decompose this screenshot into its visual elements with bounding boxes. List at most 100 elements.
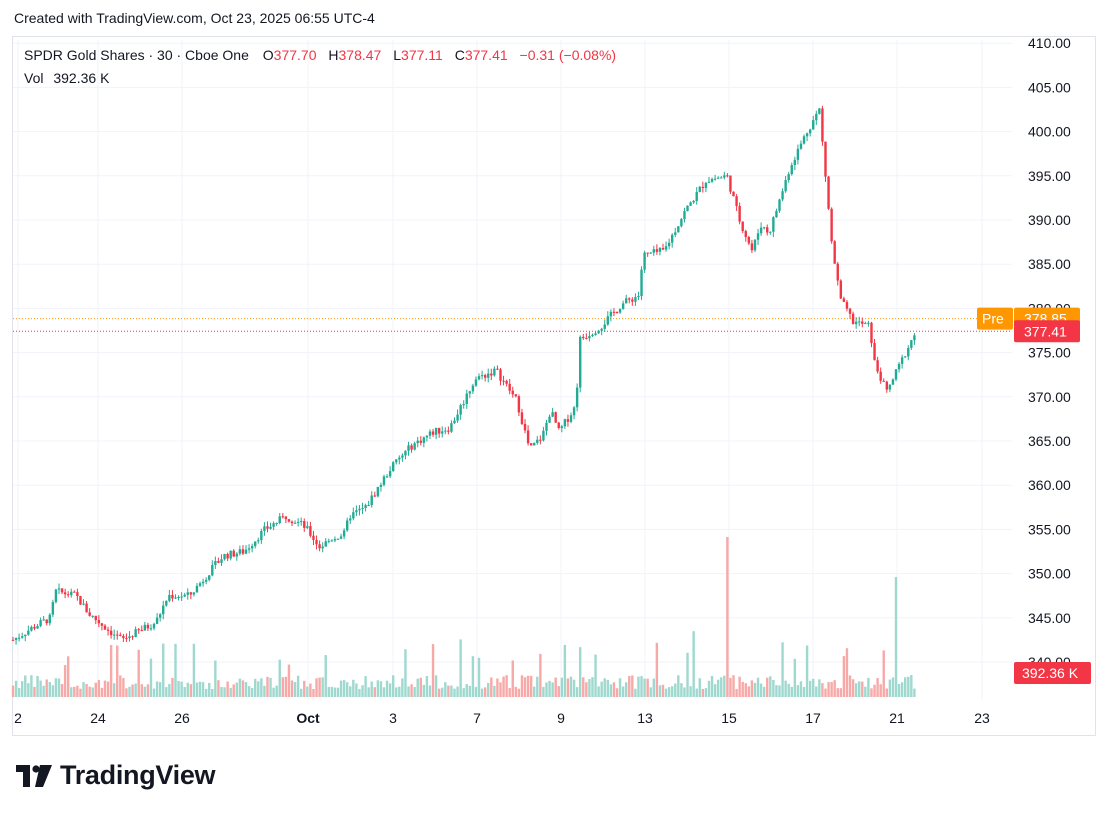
candle-body (315, 539, 318, 545)
candle-body (658, 248, 662, 252)
volume-bar (76, 685, 79, 697)
volume-bar (241, 680, 245, 697)
candle-body (677, 226, 680, 233)
candle-body (186, 592, 189, 595)
pre-market-badge (977, 307, 1013, 330)
candle-body (42, 619, 45, 621)
candle-body (845, 301, 849, 309)
pre-market-badge-label: Pre (982, 311, 1004, 327)
volume-bar (382, 687, 386, 697)
volume-bar (70, 687, 73, 697)
candle-body (597, 330, 600, 334)
volume-bar (667, 687, 671, 697)
y-tick-label: 400.00 (1028, 124, 1071, 140)
volume-bar (833, 680, 836, 697)
candle-body (900, 357, 904, 364)
candle-body (17, 637, 21, 639)
volume-bar (168, 684, 171, 697)
candle-body (30, 626, 33, 631)
candle-body (778, 199, 781, 211)
volume-bar (342, 680, 346, 697)
volume-bar (404, 649, 407, 697)
candle-body (14, 637, 18, 640)
volume-bar (848, 675, 852, 697)
volume-bar (11, 685, 15, 697)
candle-body (913, 335, 916, 341)
candle-body (254, 541, 257, 547)
volume-bar (493, 685, 496, 697)
volume-bar (836, 688, 839, 697)
open-label: O (262, 47, 274, 63)
volume-bar (710, 675, 714, 697)
candle-body (732, 191, 735, 197)
high-label: H (328, 47, 339, 63)
volume-bar (410, 684, 413, 697)
symbol-title[interactable]: SPDR Gold Shares · 30 · Cboe One (24, 47, 249, 63)
tradingview-logo[interactable]: TradingView (16, 760, 216, 791)
candle-body (560, 426, 564, 428)
volume-bar (42, 685, 45, 697)
candle-body (557, 422, 560, 428)
candle-body (848, 308, 852, 314)
close-label: C (454, 47, 465, 63)
volume-bar (741, 681, 744, 697)
volume-bar (873, 684, 876, 697)
volume-bar (496, 678, 499, 697)
volume-bar (579, 647, 582, 697)
volume-bar (171, 677, 174, 697)
volume-bar (796, 685, 800, 697)
volume-bar (557, 686, 560, 697)
candle-body (836, 263, 839, 281)
volume-bar (698, 678, 701, 697)
volume-bar (870, 688, 873, 697)
candle-body (229, 550, 232, 559)
candle-body (634, 297, 637, 302)
candle-body (293, 522, 297, 524)
candle-body (450, 423, 453, 432)
volume-bar (888, 679, 892, 697)
volume-bar (594, 654, 597, 697)
volume-bar (155, 681, 159, 697)
candle-body (318, 544, 321, 549)
volume-value: 392.36 K (53, 70, 110, 86)
candle-body (309, 526, 312, 536)
candle-body (379, 484, 383, 487)
candle-body (183, 594, 186, 597)
volume-bar (66, 656, 70, 697)
candle-body (63, 592, 67, 595)
candle-body (876, 360, 879, 372)
candle-body (615, 311, 619, 313)
volume-bar (345, 682, 349, 697)
candle-body (551, 412, 554, 417)
candle-body (628, 298, 631, 300)
candle-body (180, 596, 183, 598)
candle-body (82, 603, 85, 605)
candle-body (109, 630, 113, 636)
candle-body (575, 387, 579, 408)
volume-bar (707, 680, 711, 697)
volume-bar (628, 676, 631, 697)
candle-body (174, 597, 177, 599)
brand-name: TradingView (60, 760, 216, 790)
volume-bar (54, 678, 58, 697)
volume-bar (597, 686, 600, 697)
candle-body (20, 636, 24, 638)
volume-bar (134, 683, 137, 697)
volume-bar (109, 645, 113, 697)
volume-bar (60, 683, 64, 697)
candle-body (128, 636, 131, 639)
candle-body (827, 176, 830, 209)
candle-body (425, 435, 429, 438)
volume-bar (208, 682, 211, 697)
y-tick-label: 345.00 (1028, 610, 1071, 626)
candle-body (704, 182, 708, 188)
volume-bar (790, 686, 793, 697)
candle-body (536, 439, 539, 443)
volume-bar (695, 688, 698, 697)
candle-body (502, 380, 505, 382)
candle-body (775, 210, 778, 218)
volume-bar (324, 655, 327, 697)
volume-bar (453, 688, 456, 697)
volume-bar (643, 678, 646, 697)
